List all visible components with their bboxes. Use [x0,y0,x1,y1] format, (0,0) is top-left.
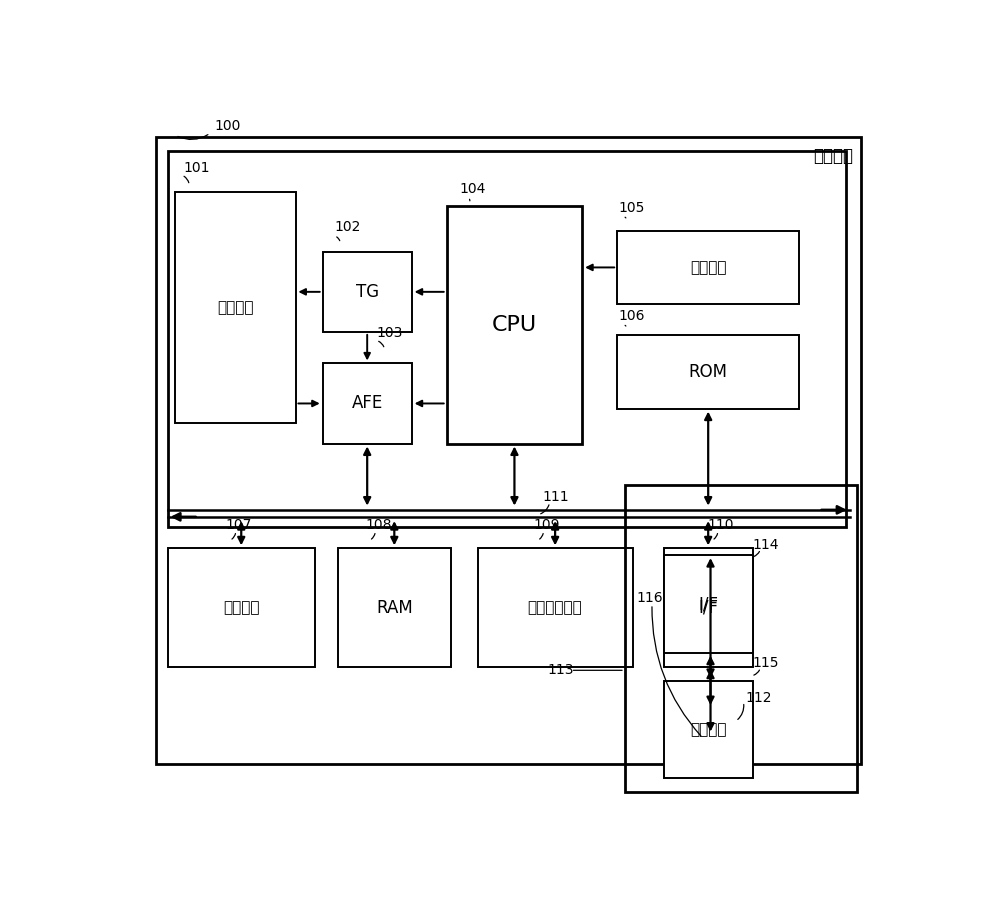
Text: AFE: AFE [352,394,383,412]
Text: 102: 102 [334,220,361,235]
Text: 104: 104 [460,182,486,196]
Text: 113: 113 [547,663,574,678]
Text: 图像处理单元: 图像处理单元 [528,600,582,615]
Bar [478,548,633,667]
Bar [323,363,412,444]
Text: 107: 107 [226,518,252,532]
Text: 115: 115 [753,656,779,670]
Bar [168,150,846,527]
Bar [664,548,753,667]
Text: I/F: I/F [698,595,718,613]
Text: 108: 108 [365,518,392,532]
Text: 109: 109 [533,518,560,532]
Text: 摄像设备: 摄像设备 [814,147,854,165]
Bar [175,192,296,422]
Bar [338,548,450,667]
Bar [447,207,582,444]
Text: 111: 111 [542,489,569,504]
Text: 显示单元: 显示单元 [223,600,260,615]
Text: 112: 112 [745,691,772,705]
Bar [625,486,857,793]
Text: 110: 110 [708,518,734,532]
Bar [664,555,753,653]
Text: ROM: ROM [689,363,728,381]
Text: 116: 116 [637,592,663,605]
Bar [617,231,799,304]
Bar [685,708,736,735]
Text: TG: TG [356,283,379,301]
Text: RAM: RAM [376,599,413,616]
Text: 101: 101 [183,161,210,175]
Bar [168,548,315,667]
Bar [323,252,412,332]
Text: CPU: CPU [492,315,537,335]
Text: 记录介质: 记录介质 [690,722,726,737]
Text: 103: 103 [377,326,403,341]
Bar [617,335,799,409]
Bar [664,680,753,778]
Text: 100: 100 [214,120,240,133]
Text: 摄像装置: 摄像装置 [217,300,254,315]
Text: 114: 114 [753,538,779,552]
Text: 操作单元: 操作单元 [690,260,726,275]
Text: 105: 105 [619,201,645,215]
Text: I/F: I/F [698,599,718,616]
Text: 106: 106 [619,309,645,323]
